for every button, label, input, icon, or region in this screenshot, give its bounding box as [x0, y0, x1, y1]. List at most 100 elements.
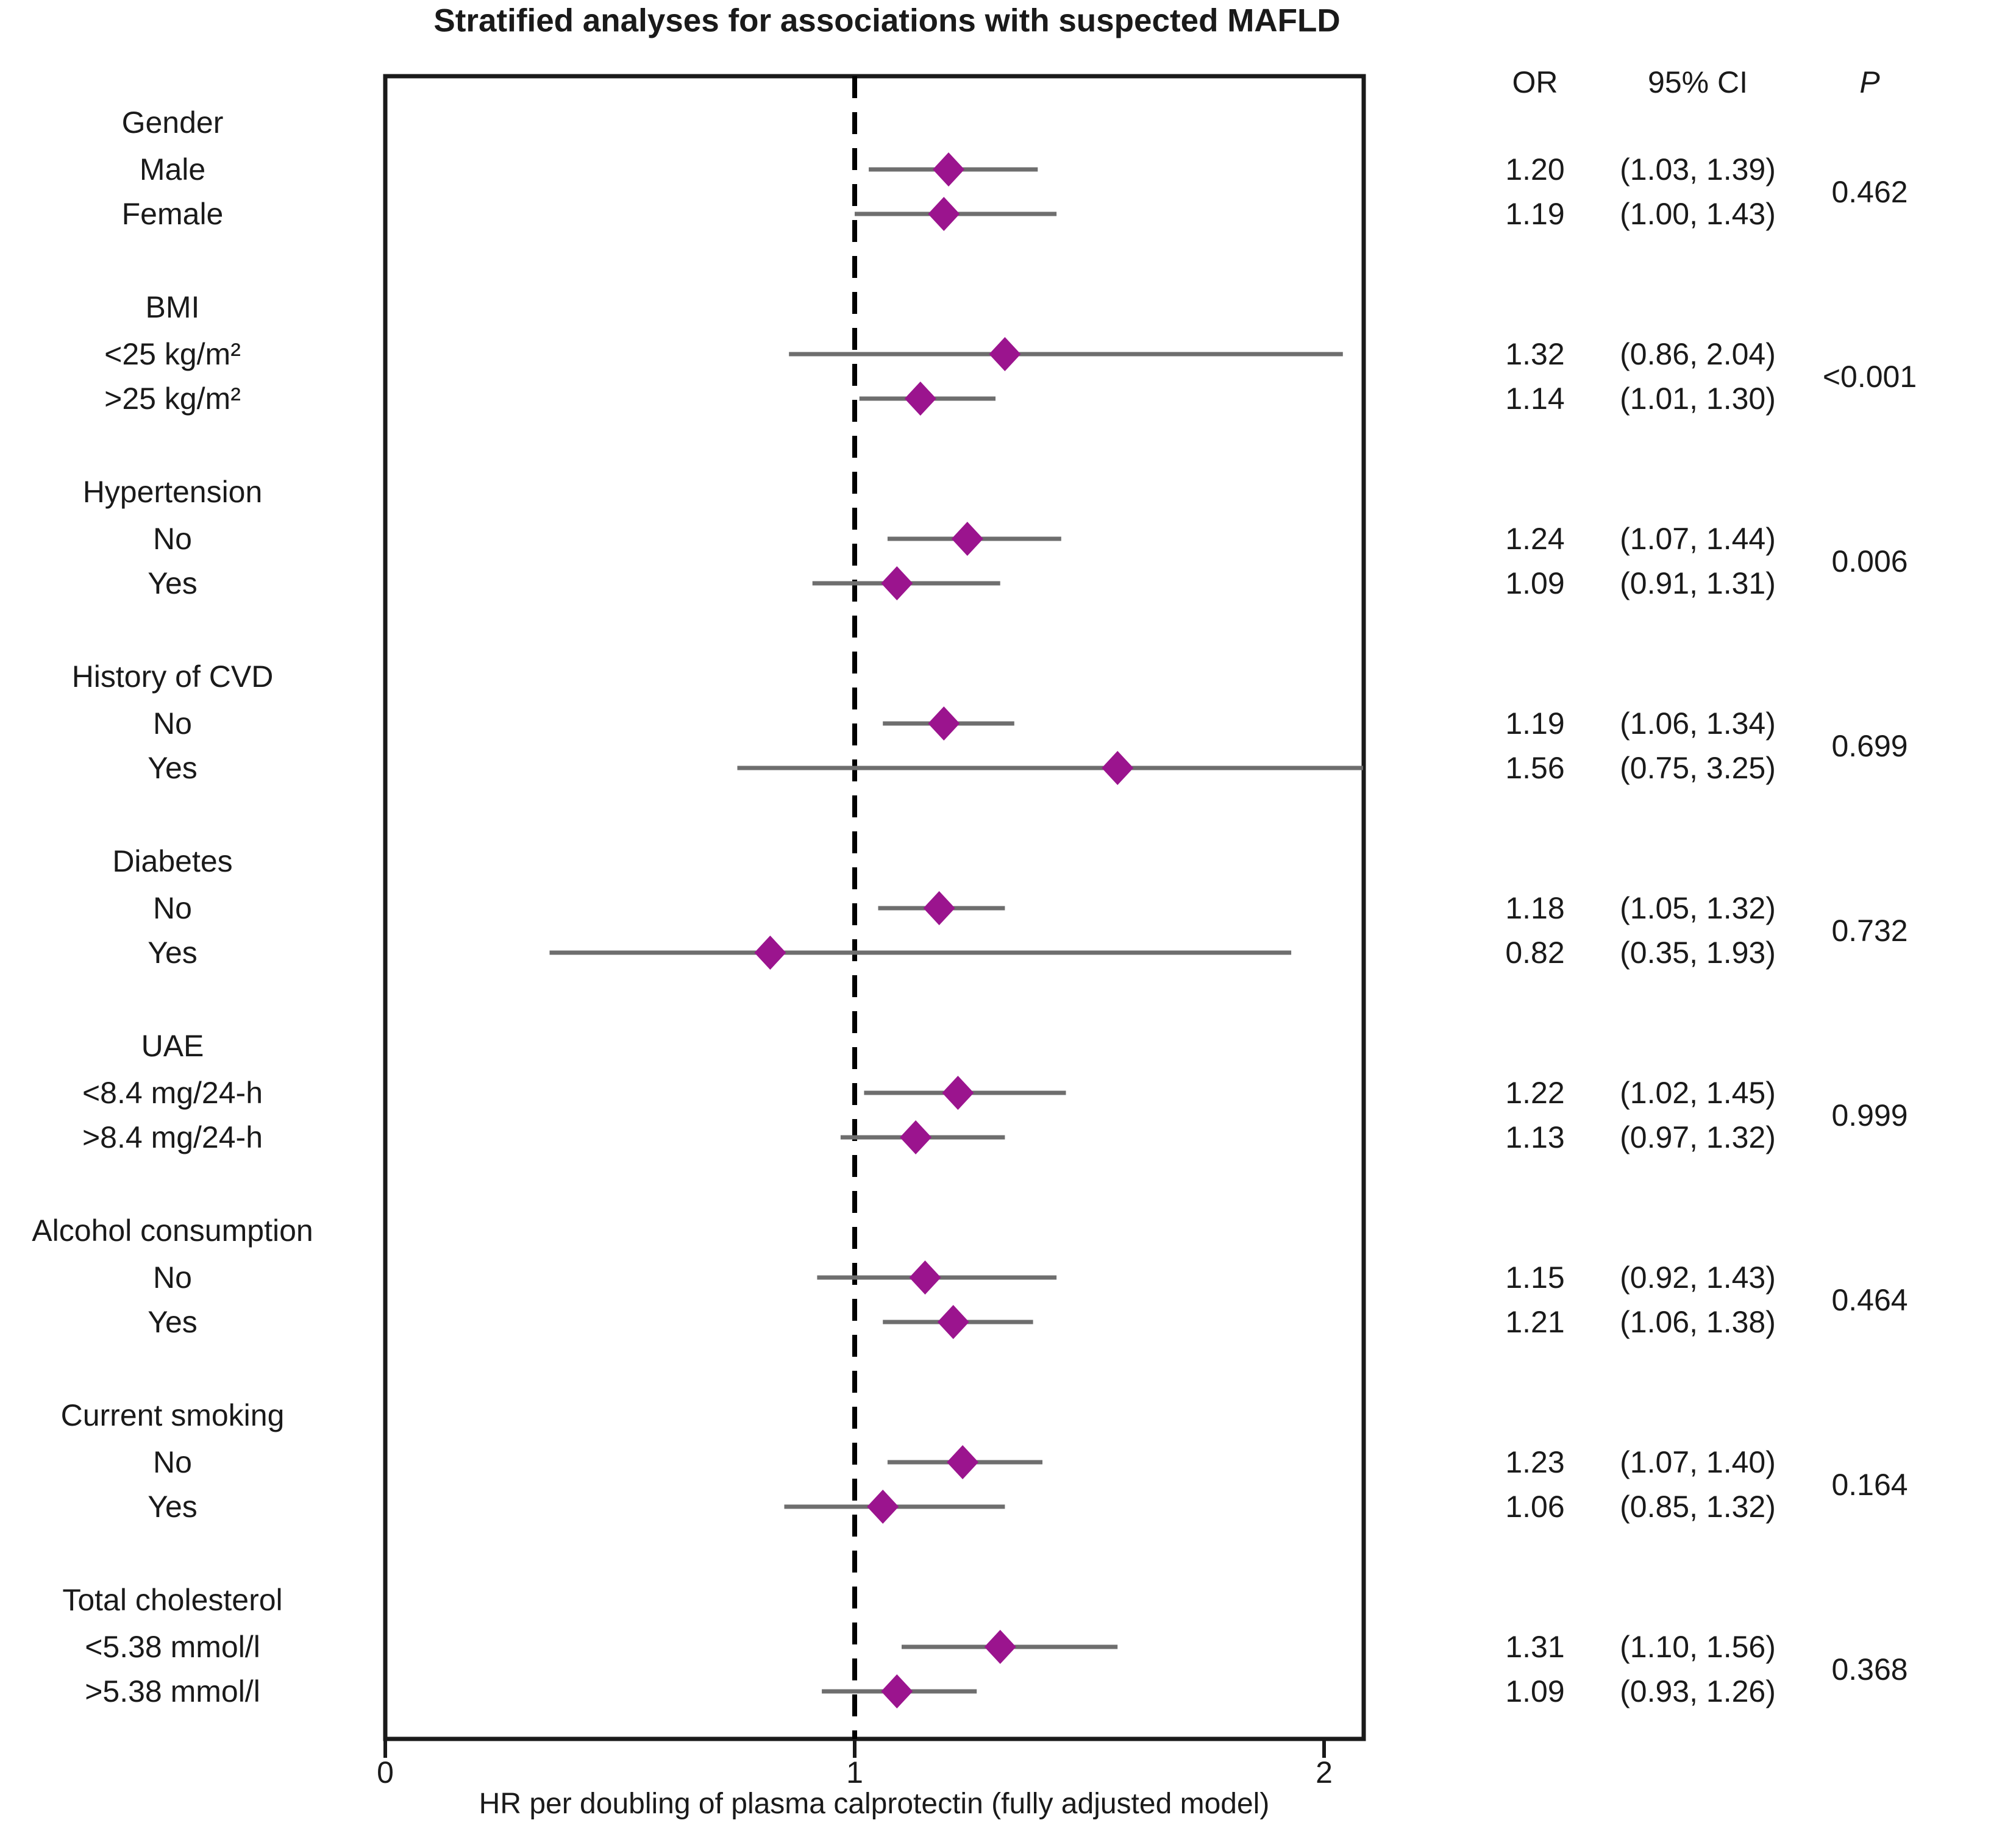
or-value: 1.19	[1505, 706, 1565, 741]
or-value: 1.09	[1505, 1674, 1565, 1708]
diamond-marker	[928, 197, 960, 231]
p-value: 0.006	[1831, 544, 1908, 578]
or-value: 1.19	[1505, 197, 1565, 231]
diamond-marker	[754, 936, 786, 970]
row-label: No	[153, 706, 192, 741]
row-label: Yes	[148, 566, 198, 600]
ci-value: (0.35, 1.93)	[1620, 936, 1776, 970]
group-label: BMI	[145, 290, 200, 324]
or-value: 1.13	[1505, 1120, 1565, 1154]
diamond-marker	[942, 1076, 974, 1110]
row-label: No	[153, 1260, 192, 1295]
ci-value: (1.07, 1.40)	[1620, 1445, 1776, 1479]
diamond-marker	[904, 382, 936, 416]
group-label: UAE	[141, 1029, 204, 1063]
or-value: 0.82	[1505, 936, 1565, 970]
diamond-marker	[951, 522, 983, 556]
diamond-marker	[933, 152, 964, 187]
or-value: 1.32	[1505, 337, 1565, 371]
or-value: 1.20	[1505, 152, 1565, 187]
row-label: No	[153, 522, 192, 556]
row-label: <25 kg/m²	[104, 337, 241, 371]
diamond-marker	[937, 1305, 969, 1339]
ci-value: (1.07, 1.44)	[1620, 522, 1776, 556]
group-label: History of CVD	[71, 659, 274, 694]
row-label: No	[153, 891, 192, 925]
group-label: Current smoking	[60, 1398, 285, 1432]
row-label: <5.38 mmol/l	[85, 1630, 260, 1664]
ci-value: (1.06, 1.38)	[1620, 1305, 1776, 1339]
column-header-or: OR	[1512, 65, 1558, 99]
or-value: 1.09	[1505, 566, 1565, 600]
x-tick-label: 1	[846, 1755, 863, 1790]
ci-value: (1.06, 1.34)	[1620, 706, 1776, 741]
diamond-marker	[900, 1120, 932, 1154]
x-tick-label: 2	[1316, 1755, 1333, 1790]
column-header-p: P	[1859, 65, 1880, 99]
or-value: 1.06	[1505, 1490, 1565, 1524]
ci-value: (0.75, 3.25)	[1620, 751, 1776, 785]
p-value: <0.001	[1822, 360, 1917, 394]
ci-value: (1.03, 1.39)	[1620, 152, 1776, 187]
row-label: No	[153, 1445, 192, 1479]
p-value: 0.164	[1831, 1468, 1908, 1502]
diamond-marker	[947, 1445, 979, 1479]
diamond-marker	[909, 1260, 941, 1295]
or-value: 1.24	[1505, 522, 1565, 556]
diamond-marker	[928, 706, 960, 741]
row-label: >5.38 mmol/l	[85, 1674, 260, 1708]
x-tick-label: 0	[377, 1755, 394, 1790]
ci-value: (0.93, 1.26)	[1620, 1674, 1776, 1708]
row-label: Male	[139, 152, 206, 187]
row-label: Yes	[148, 751, 198, 785]
ci-value: (0.92, 1.43)	[1620, 1260, 1776, 1295]
plot-frame	[383, 74, 1366, 1741]
row-label: Yes	[148, 936, 198, 970]
p-value: 0.464	[1831, 1283, 1908, 1317]
ci-value: (1.05, 1.32)	[1620, 891, 1776, 925]
ci-value: (1.00, 1.43)	[1620, 197, 1776, 231]
page-title: Stratified analyses for associations wit…	[433, 2, 1341, 39]
or-value: 1.18	[1505, 891, 1565, 925]
or-value: 1.22	[1505, 1076, 1565, 1110]
diamond-marker	[989, 337, 1021, 371]
group-label: Diabetes	[112, 844, 233, 878]
x-axis-label: HR per doubling of plasma calprotectin (…	[479, 1788, 1270, 1820]
row-label: >25 kg/m²	[104, 382, 241, 416]
diamond-marker	[1102, 751, 1134, 785]
diamond-marker	[881, 566, 913, 600]
group-label: Alcohol consumption	[32, 1214, 313, 1248]
group-label: Hypertension	[82, 475, 263, 509]
p-value: 0.462	[1831, 175, 1908, 209]
row-label: Yes	[148, 1490, 198, 1524]
ci-value: (0.85, 1.32)	[1620, 1490, 1776, 1524]
or-value: 1.23	[1505, 1445, 1565, 1479]
row-label: Female	[121, 197, 224, 231]
p-value: 0.368	[1831, 1652, 1908, 1686]
ci-value: (1.02, 1.45)	[1620, 1076, 1776, 1110]
diamond-marker	[867, 1490, 899, 1524]
p-value: 0.732	[1831, 914, 1908, 948]
diamond-marker	[881, 1674, 913, 1708]
ci-value: (0.86, 2.04)	[1620, 337, 1776, 371]
ci-value: (1.10, 1.56)	[1620, 1630, 1776, 1664]
column-header-ci: 95% CI	[1648, 65, 1748, 99]
or-value: 1.14	[1505, 382, 1565, 416]
diamond-marker	[984, 1630, 1016, 1664]
row-label: Yes	[148, 1305, 198, 1339]
diamond-marker	[923, 891, 955, 925]
group-label: Gender	[121, 105, 224, 140]
group-label: Total cholesterol	[62, 1583, 283, 1617]
ci-value: (1.01, 1.30)	[1620, 382, 1776, 416]
row-label: <8.4 mg/24-h	[82, 1076, 263, 1110]
or-value: 1.15	[1505, 1260, 1565, 1295]
row-label: >8.4 mg/24-h	[82, 1120, 263, 1154]
ci-value: (0.91, 1.31)	[1620, 566, 1776, 600]
p-value: 0.999	[1831, 1098, 1908, 1132]
p-value: 0.699	[1831, 729, 1908, 763]
or-value: 1.56	[1505, 751, 1565, 785]
or-value: 1.21	[1505, 1305, 1565, 1339]
or-value: 1.31	[1505, 1630, 1565, 1664]
